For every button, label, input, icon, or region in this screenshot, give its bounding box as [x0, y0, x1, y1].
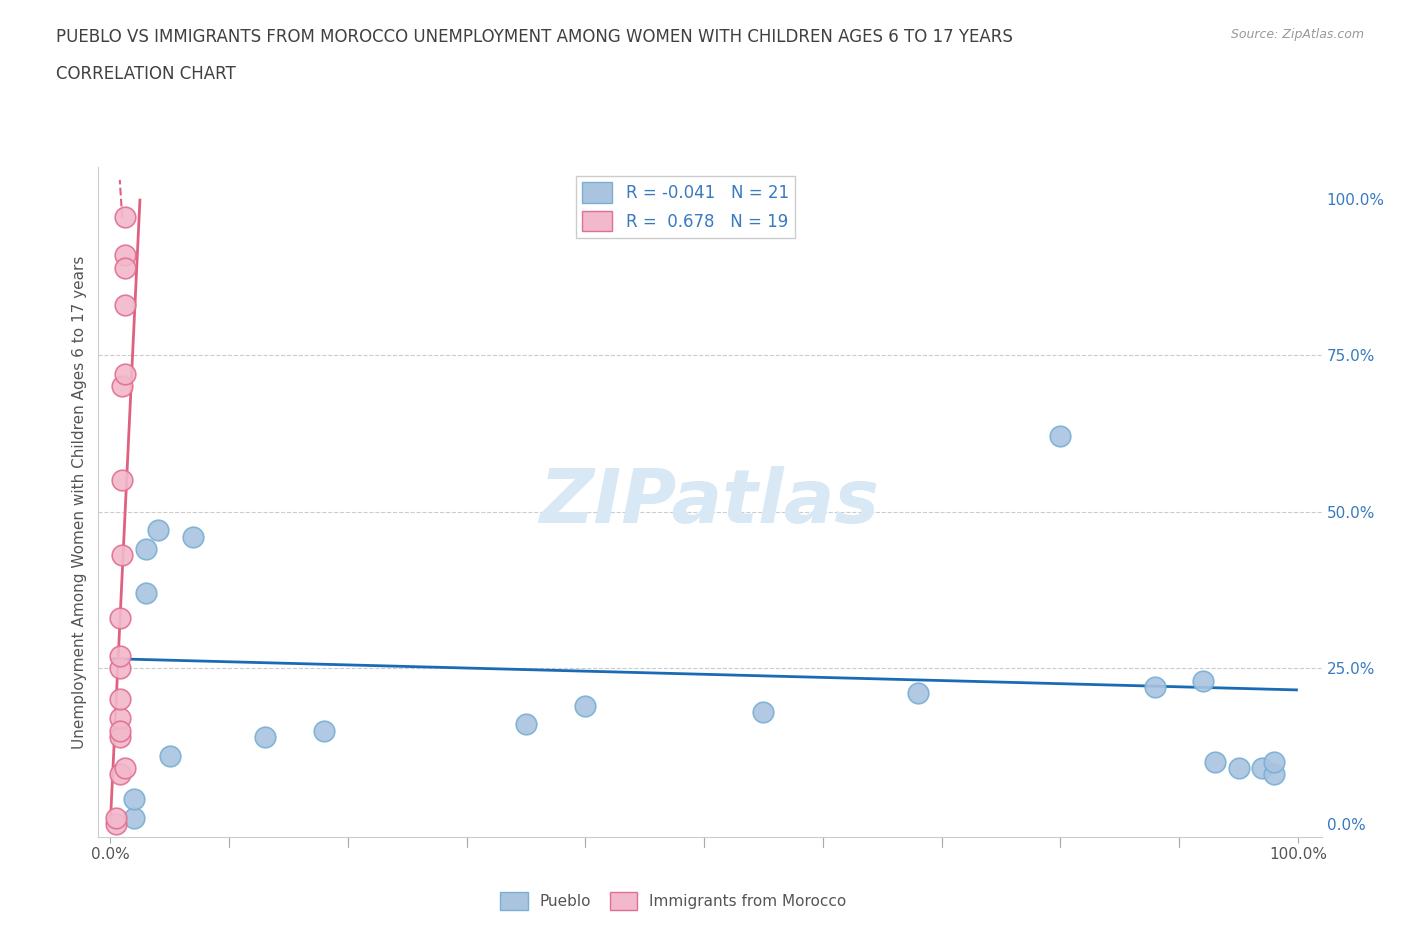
Point	[1227, 761, 1250, 776]
Point	[108, 660, 131, 675]
Point	[1204, 754, 1226, 769]
Text: ZIPatlas: ZIPatlas	[540, 466, 880, 538]
Point	[122, 792, 145, 807]
Point	[105, 817, 128, 832]
Point	[253, 729, 276, 744]
Point	[1192, 673, 1215, 688]
Text: CORRELATION CHART: CORRELATION CHART	[56, 65, 236, 83]
Point	[108, 724, 131, 738]
Point	[111, 548, 134, 563]
Point	[1251, 761, 1274, 776]
Point	[752, 704, 775, 719]
Point	[108, 729, 131, 744]
Point	[146, 523, 169, 538]
Y-axis label: Unemployment Among Women with Children Ages 6 to 17 years: Unemployment Among Women with Children A…	[72, 256, 87, 749]
Point	[1263, 767, 1285, 782]
Point	[1263, 754, 1285, 769]
Point	[108, 692, 131, 707]
Point	[183, 529, 205, 544]
Point	[1144, 680, 1167, 695]
Point	[105, 811, 128, 826]
Point	[122, 811, 145, 826]
Point	[114, 247, 136, 262]
Point	[114, 761, 136, 776]
Point	[108, 711, 131, 725]
Point	[108, 648, 131, 663]
Text: PUEBLO VS IMMIGRANTS FROM MOROCCO UNEMPLOYMENT AMONG WOMEN WITH CHILDREN AGES 6 : PUEBLO VS IMMIGRANTS FROM MOROCCO UNEMPL…	[56, 28, 1014, 46]
Point	[515, 717, 537, 732]
Point	[1049, 429, 1071, 444]
Legend: Pueblo, Immigrants from Morocco: Pueblo, Immigrants from Morocco	[494, 885, 852, 916]
Point	[907, 685, 929, 700]
Point	[574, 698, 596, 713]
Point	[114, 298, 136, 312]
Point	[312, 724, 335, 738]
Point	[114, 260, 136, 275]
Point	[135, 586, 157, 601]
Point	[159, 749, 181, 764]
Point	[111, 379, 134, 394]
Point	[108, 610, 131, 625]
Point	[114, 210, 136, 225]
Point	[135, 541, 157, 556]
Point	[111, 472, 134, 487]
Text: Source: ZipAtlas.com: Source: ZipAtlas.com	[1230, 28, 1364, 41]
Point	[114, 366, 136, 381]
Point	[108, 767, 131, 782]
